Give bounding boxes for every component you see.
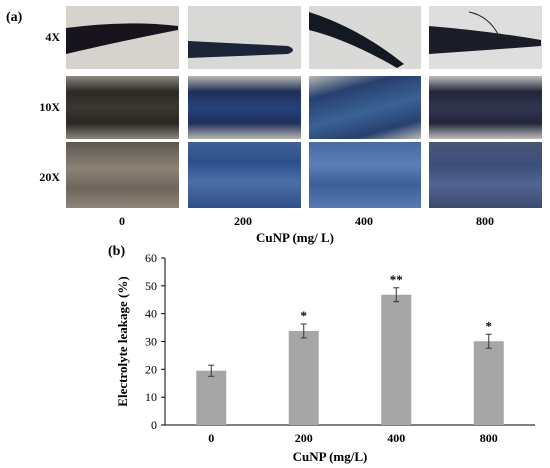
y-tick-label: 60 [145,251,157,265]
row-label-4x: 4X [45,30,60,44]
x-tick-label: 800 [480,431,498,445]
x-axis-title: CuNP (mg/L) [293,449,368,464]
x-tick-label: 0 [208,431,214,445]
y-tick-label: 40 [145,307,157,321]
col-label-400: 400 [355,214,373,228]
micrograph-20x-800 [429,142,542,208]
micrograph-4x-0 [66,6,179,69]
y-axis-title: Electrolyte leakage (%) [115,276,130,406]
x-tick-label: 200 [295,431,313,445]
panel-a-label: (a) [6,10,23,25]
micrograph-10x-800 [429,76,542,139]
micrograph-4x-400 [309,6,421,69]
row-label-10x: 10X [39,100,60,114]
col-label-200: 200 [234,214,252,228]
row-label-20x: 20X [39,170,60,184]
y-tick-label: 0 [151,418,157,432]
y-tick-label: 30 [145,335,157,349]
y-tick-label: 10 [145,390,157,404]
bar [196,370,227,425]
micrograph-20x-200 [188,142,301,208]
micrograph-10x-200 [188,76,301,139]
col-label-800: 800 [476,214,494,228]
panel-b-label: (b) [108,244,126,259]
bar [473,341,504,425]
x-tick-label: 400 [387,431,405,445]
micrograph-20x-400 [309,142,421,208]
bar [288,330,319,425]
panel-a-xlabel: CuNP (mg/ L) [256,230,334,245]
micrograph-4x-800 [429,6,542,69]
y-tick-label: 50 [145,279,157,293]
significance-marker: * [301,308,308,323]
col-label-0: 0 [119,214,125,228]
micrograph-10x-0 [66,76,179,139]
micrograph-4x-200 [188,6,301,69]
significance-marker: * [486,318,493,333]
y-tick-label: 20 [145,362,157,376]
micrograph-20x-0 [66,142,179,208]
micrograph-10x-400 [309,76,421,139]
bar [381,294,412,425]
significance-marker: ** [390,272,403,287]
